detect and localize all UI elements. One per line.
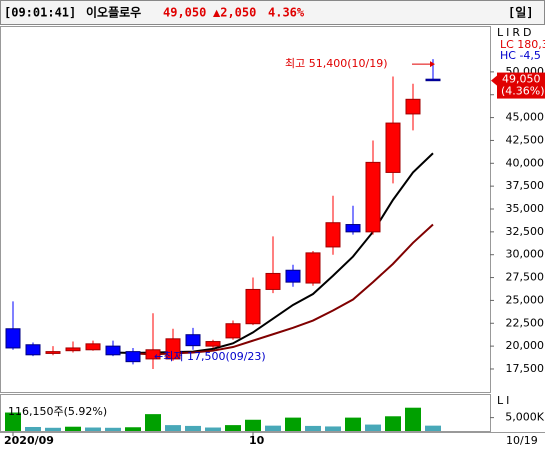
volume-pane xyxy=(0,394,491,432)
y-tick-label: 30,000 xyxy=(506,248,545,261)
candle-body xyxy=(225,323,241,339)
candle-body xyxy=(65,347,81,352)
candle-body xyxy=(285,269,301,283)
candle-body xyxy=(105,345,121,356)
indicator-label: HC -4,5 xyxy=(500,49,541,62)
volume-bar xyxy=(5,412,21,431)
volume-bar xyxy=(125,427,141,431)
stock-name: 이오플로우 xyxy=(86,5,141,20)
candle-body xyxy=(165,338,181,360)
volume-bar xyxy=(25,426,41,431)
pane-buttons: LIRD xyxy=(497,26,535,39)
high-annotation: 최고 51,400(10/19) xyxy=(285,57,388,70)
volume-bar xyxy=(185,425,201,431)
volume-bar xyxy=(385,416,401,431)
volume-bar xyxy=(365,424,381,431)
candle-body xyxy=(365,161,381,233)
candle-body xyxy=(145,349,161,360)
candle-body xyxy=(45,351,61,354)
rate: 4.36% xyxy=(268,6,305,20)
moving-average xyxy=(132,223,434,356)
high-arrowhead xyxy=(430,61,435,68)
candle-body xyxy=(25,344,41,356)
volume-bar xyxy=(345,417,361,431)
candle-body xyxy=(325,222,341,248)
x-tick-label: 10 xyxy=(249,434,265,447)
volume-label: 116,150주(5.92%) xyxy=(8,405,107,418)
x-tick-label: 2020/09 xyxy=(4,434,54,447)
volume-bar xyxy=(245,419,261,431)
y-tick-label: 22,500 xyxy=(506,316,545,329)
y-tick-label: 45,000 xyxy=(506,111,545,124)
price: 49,050 xyxy=(163,6,206,20)
low-annotation: ←최저 17,500(09/23) xyxy=(154,350,266,363)
y-tick-label: 40,000 xyxy=(506,156,545,169)
time: [09:01:41] xyxy=(4,6,76,20)
y-tick-label: 35,000 xyxy=(506,202,545,215)
candle-body xyxy=(185,334,201,347)
indicator-label: LC 180,3 xyxy=(500,38,545,51)
y-tick-label: 42,500 xyxy=(506,133,545,146)
pane-buttons: LI xyxy=(497,394,512,407)
volume-bar xyxy=(165,425,181,431)
price-tag-rate: (4.36%) xyxy=(501,85,545,98)
volume-bar xyxy=(105,427,121,431)
candle-body xyxy=(265,272,281,290)
candle-body xyxy=(205,341,221,347)
volume-bar xyxy=(325,426,341,431)
candle-body xyxy=(85,343,101,351)
volume-bar xyxy=(265,425,281,431)
header-bar xyxy=(0,0,545,25)
candle-body xyxy=(425,78,441,82)
y-tick-label: 37,500 xyxy=(506,179,545,192)
volume-bar xyxy=(405,407,421,431)
volume-bar xyxy=(145,414,161,431)
candle-body xyxy=(345,224,361,233)
volume-bar xyxy=(85,427,101,431)
period-button[interactable]: [일] xyxy=(508,6,534,20)
candle-body xyxy=(305,252,321,284)
y-tick-label: 17,500 xyxy=(506,362,545,375)
y-tick-label: 32,500 xyxy=(506,225,545,238)
volume-bar xyxy=(65,426,81,431)
y-tick-label: 27,500 xyxy=(506,271,545,284)
volume-bar xyxy=(305,425,321,431)
candle-body xyxy=(245,288,261,325)
candle-body xyxy=(405,98,421,115)
volume-bar xyxy=(225,425,241,431)
price-tag-label: 49,050 xyxy=(502,73,541,86)
volume-bar xyxy=(425,425,441,431)
change: ▲2,050 xyxy=(213,6,256,20)
volume-bar xyxy=(205,427,221,431)
x-last-date: 10/19 xyxy=(506,434,538,447)
price-tag-arrow xyxy=(491,75,497,86)
y-tick-label: 20,000 xyxy=(506,339,545,352)
candle-body xyxy=(385,122,401,173)
candle-body xyxy=(5,328,21,349)
volume-bar xyxy=(285,417,301,431)
candle-body xyxy=(125,351,141,363)
volume-bar xyxy=(45,427,61,431)
y-tick-label: 25,000 xyxy=(506,293,545,306)
price-tag xyxy=(497,72,545,99)
y-tick-label: 5,000K xyxy=(505,411,544,424)
